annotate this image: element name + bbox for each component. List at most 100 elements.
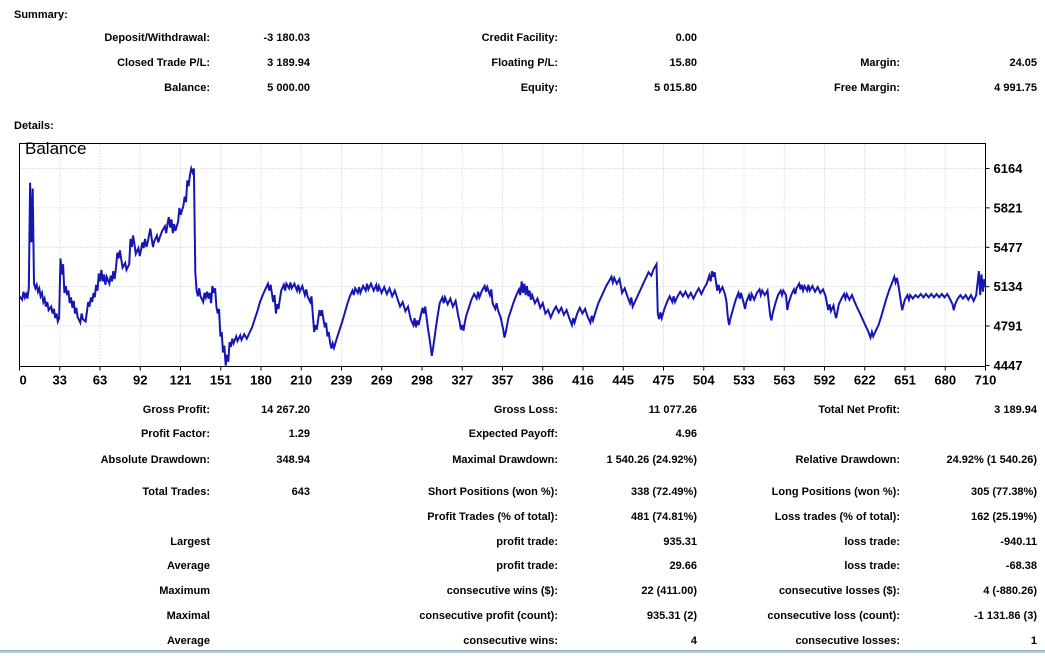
metric-value: 1 bbox=[908, 633, 1037, 649]
x-tick-label: 151 bbox=[210, 373, 232, 388]
metric-value: 29.66 bbox=[566, 558, 697, 574]
metric-value: 643 bbox=[218, 484, 310, 500]
metric-label: Deposit/Withdrawal: bbox=[0, 30, 210, 46]
metric-value: 481 (74.81%) bbox=[566, 509, 697, 525]
metric-value: 11 077.26 bbox=[566, 402, 697, 418]
metric-label: loss trade: bbox=[704, 534, 900, 550]
details-row: Largest profit trade: 935.31 loss trade:… bbox=[0, 534, 1045, 550]
metric-label: consecutive profit (count): bbox=[330, 608, 558, 624]
x-tick-label: 0 bbox=[20, 373, 27, 388]
metric-label: Gross Loss: bbox=[330, 402, 558, 418]
metric-value: -1 131.86 (3) bbox=[908, 608, 1037, 624]
metric-value: 1.29 bbox=[218, 426, 310, 442]
details-row: Profit Factor: 1.29 Expected Payoff: 4.9… bbox=[0, 426, 1045, 442]
metric-label: Loss trades (% of total): bbox=[704, 509, 900, 525]
metric-label: consecutive losses: bbox=[704, 633, 900, 649]
metric-label: consecutive losses ($): bbox=[704, 583, 900, 599]
balance-chart: 6164582154775134479144470336392121151180… bbox=[0, 135, 1045, 391]
metric-value: 3 189.94 bbox=[218, 55, 310, 71]
x-tick-label: 592 bbox=[814, 373, 836, 388]
metric-label: Total Net Profit: bbox=[704, 402, 900, 418]
details-row: Maximum consecutive wins ($): 22 (411.00… bbox=[0, 583, 1045, 599]
summary-row: Closed Trade P/L: 3 189.94 Floating P/L:… bbox=[0, 55, 1045, 71]
summary-row: Deposit/Withdrawal: -3 180.03 Credit Fac… bbox=[0, 30, 1045, 46]
x-tick-label: 416 bbox=[572, 373, 594, 388]
metric-value: 3 189.94 bbox=[908, 402, 1037, 418]
metric-label: Balance: bbox=[0, 80, 210, 96]
metric-label: Relative Drawdown: bbox=[704, 452, 900, 468]
metric-label: Free Margin: bbox=[704, 80, 900, 96]
strategy-tester-report: Summary: Deposit/Withdrawal: -3 180.03 C… bbox=[0, 0, 1045, 656]
details-row: Gross Profit: 14 267.20 Gross Loss: 11 0… bbox=[0, 402, 1045, 418]
x-tick-label: 327 bbox=[451, 373, 473, 388]
metric-label: Gross Profit: bbox=[0, 402, 210, 418]
summary-row: Balance: 5 000.00 Equity: 5 015.80 Free … bbox=[0, 80, 1045, 96]
metric-label: consecutive wins: bbox=[330, 633, 558, 649]
metric-label: Margin: bbox=[704, 55, 900, 71]
x-tick-label: 180 bbox=[250, 373, 272, 388]
metric-value: 305 (77.38%) bbox=[908, 484, 1037, 500]
metric-label: Equity: bbox=[330, 80, 558, 96]
y-tick-label: 5821 bbox=[994, 200, 1023, 215]
x-tick-label: 445 bbox=[612, 373, 634, 388]
metric-value: -3 180.03 bbox=[218, 30, 310, 46]
section-separator bbox=[0, 650, 1045, 653]
chart-title: Balance bbox=[25, 139, 86, 159]
metric-label: Closed Trade P/L: bbox=[0, 55, 210, 71]
metric-label: Expected Payoff: bbox=[330, 426, 558, 442]
details-row: Average profit trade: 29.66 loss trade: … bbox=[0, 558, 1045, 574]
metric-label: Largest bbox=[0, 534, 210, 550]
x-tick-label: 63 bbox=[93, 373, 107, 388]
details-heading: Details: bbox=[14, 120, 54, 132]
x-tick-label: 92 bbox=[133, 373, 147, 388]
metric-value: 5 015.80 bbox=[566, 80, 697, 96]
metric-value: 4 bbox=[566, 633, 697, 649]
x-tick-label: 475 bbox=[653, 373, 675, 388]
metric-label: Floating P/L: bbox=[330, 55, 558, 71]
x-tick-label: 651 bbox=[894, 373, 916, 388]
metric-value: -940.11 bbox=[908, 534, 1037, 550]
metric-value: 24.05 bbox=[908, 55, 1037, 71]
summary-heading: Summary: bbox=[14, 9, 68, 21]
x-tick-label: 239 bbox=[331, 373, 353, 388]
plot-frame bbox=[20, 144, 986, 367]
x-tick-label: 33 bbox=[53, 373, 67, 388]
metric-label: Maximum bbox=[0, 583, 210, 599]
x-tick-label: 121 bbox=[170, 373, 192, 388]
x-tick-label: 269 bbox=[371, 373, 393, 388]
y-tick-label: 5477 bbox=[994, 240, 1023, 255]
metric-value: 935.31 (2) bbox=[566, 608, 697, 624]
metric-value: 162 (25.19%) bbox=[908, 509, 1037, 525]
metric-value: 4 (-880.26) bbox=[908, 583, 1037, 599]
metric-value: 1 540.26 (24.92%) bbox=[566, 452, 697, 468]
metric-value: 14 267.20 bbox=[218, 402, 310, 418]
details-row: Maximal consecutive profit (count): 935.… bbox=[0, 608, 1045, 624]
metric-label: Total Trades: bbox=[0, 484, 210, 500]
metric-value: 338 (72.49%) bbox=[566, 484, 697, 500]
metric-label: Profit Factor: bbox=[0, 426, 210, 442]
metric-value: 935.31 bbox=[566, 534, 697, 550]
metric-value: 22 (411.00) bbox=[566, 583, 697, 599]
details-row: Absolute Drawdown: 348.94 Maximal Drawdo… bbox=[0, 452, 1045, 468]
x-tick-label: 680 bbox=[934, 373, 956, 388]
metric-label: profit trade: bbox=[330, 558, 558, 574]
metric-label: Long Positions (won %): bbox=[704, 484, 900, 500]
x-tick-label: 357 bbox=[492, 373, 514, 388]
metric-label: Maximal Drawdown: bbox=[330, 452, 558, 468]
metric-value: 0.00 bbox=[566, 30, 697, 46]
metric-label: Average bbox=[0, 558, 210, 574]
metric-value: 4 991.75 bbox=[908, 80, 1037, 96]
x-tick-label: 622 bbox=[854, 373, 876, 388]
y-tick-label: 4791 bbox=[994, 319, 1023, 334]
metric-label: Credit Facility: bbox=[330, 30, 558, 46]
metric-label: Absolute Drawdown: bbox=[0, 452, 210, 468]
metric-value: 348.94 bbox=[218, 452, 310, 468]
metric-value: 15.80 bbox=[566, 55, 697, 71]
metric-value: 24.92% (1 540.26) bbox=[908, 452, 1037, 468]
details-row: Average consecutive wins: 4 consecutive … bbox=[0, 633, 1045, 649]
metric-label: consecutive wins ($): bbox=[330, 583, 558, 599]
metric-label: Average bbox=[0, 633, 210, 649]
metric-label: loss trade: bbox=[704, 558, 900, 574]
x-tick-label: 298 bbox=[411, 373, 433, 388]
metric-value: 4.96 bbox=[566, 426, 697, 442]
